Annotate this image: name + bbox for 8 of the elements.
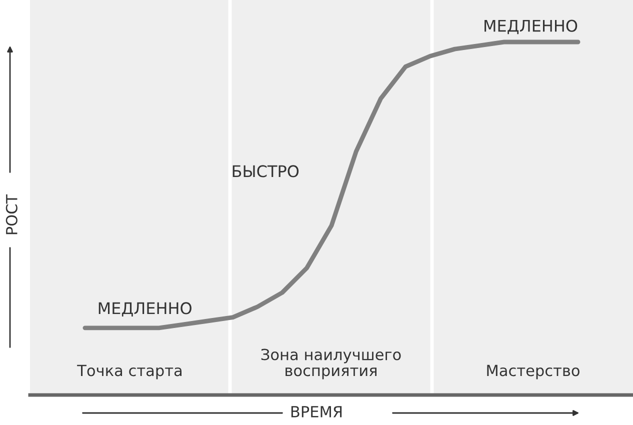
- annotation: Точка старта: [77, 364, 182, 380]
- annotation: Мастерство: [487, 364, 580, 380]
- text: МЕДЛЕННО: [484, 20, 578, 34]
- y-axis-title: РОСТ: [6, 194, 18, 234]
- annotation: МЕДЛЕННО: [98, 302, 192, 317]
- x-axis-title: ВРЕМЯ: [291, 406, 342, 418]
- annotation: БЫСТРО: [232, 165, 299, 178]
- annotation: Зона наилучшего восприятия: [261, 348, 401, 380]
